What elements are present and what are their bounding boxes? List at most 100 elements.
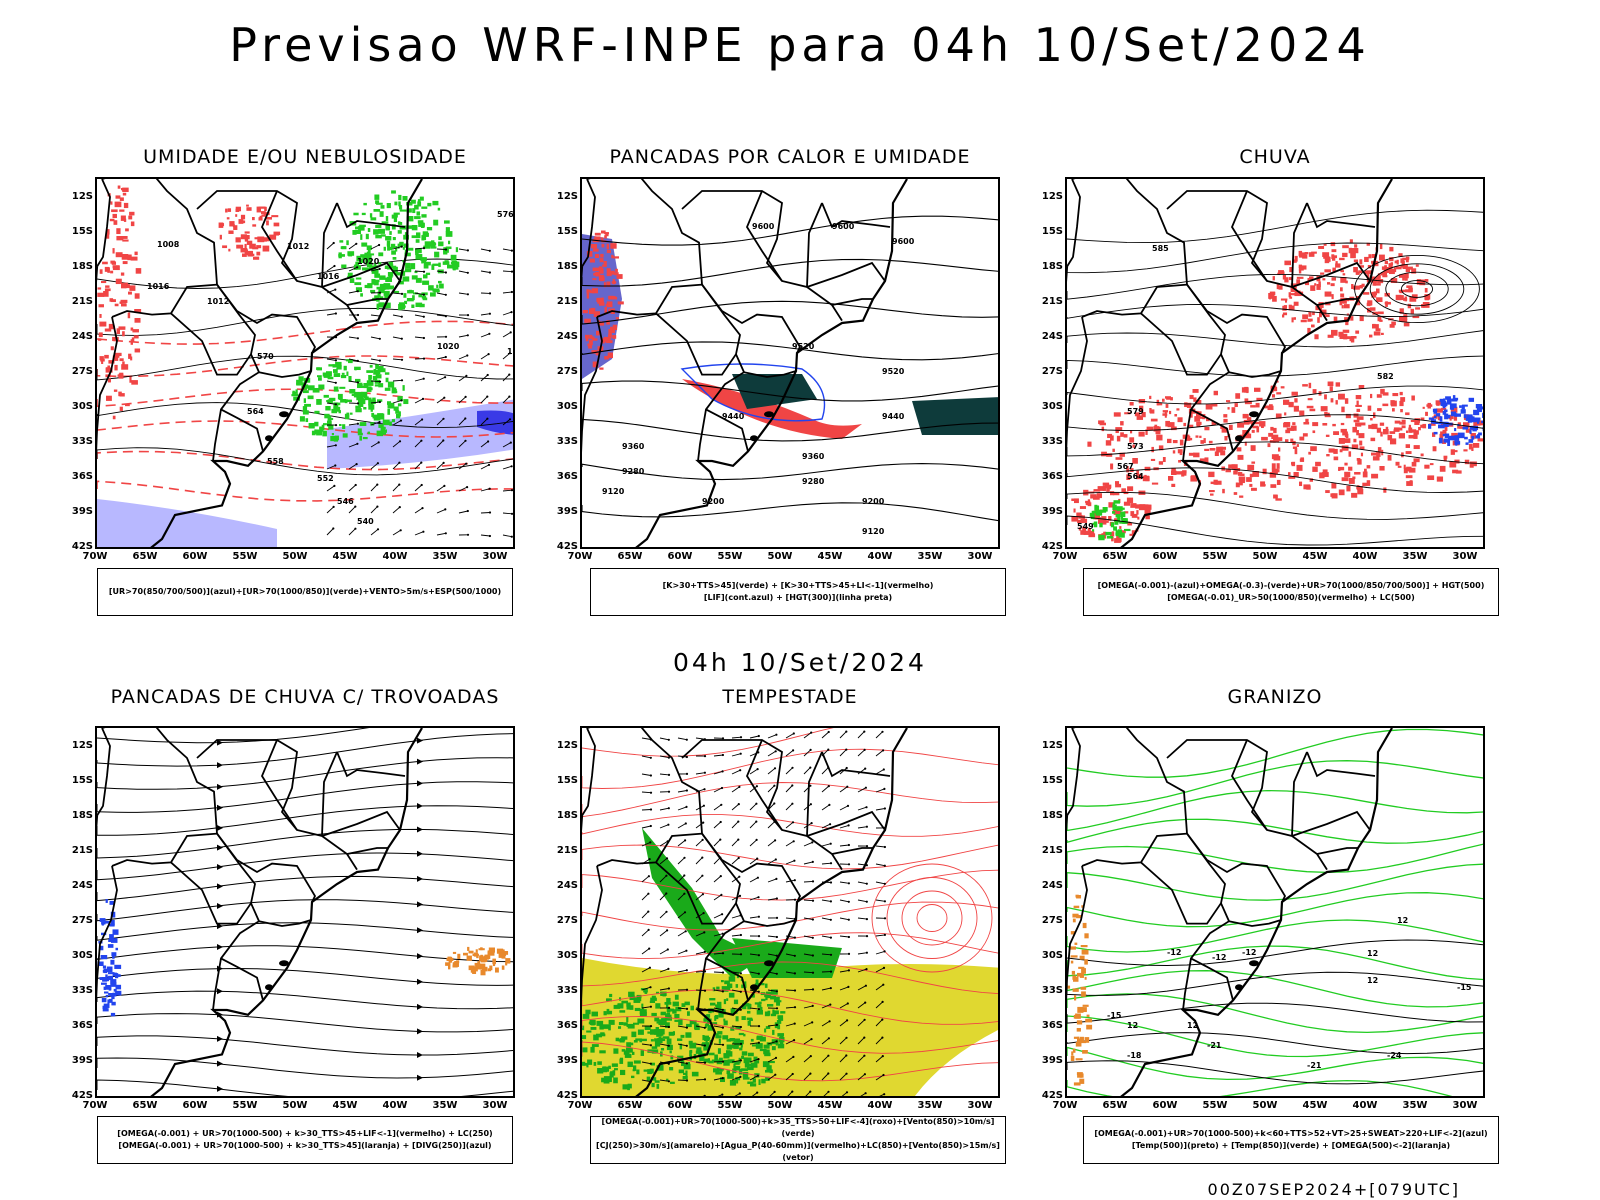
border — [806, 810, 886, 837]
rain-red — [1101, 451, 1107, 457]
moisture-red — [127, 254, 132, 261]
moisture-red — [102, 261, 108, 265]
wind-vector — [809, 1090, 812, 1093]
wind-vector — [757, 1041, 760, 1044]
instability-red — [607, 354, 613, 358]
moisture-850 — [402, 385, 405, 391]
lagoa — [764, 960, 774, 967]
rain-red — [1335, 261, 1338, 265]
wind-green — [735, 1016, 739, 1022]
wind-vector — [791, 802, 794, 805]
panel-title-pancadas-trovoadas: PANCADAS DE CHUVA C/ TROVOADAS — [110, 686, 500, 708]
wind-vector — [677, 875, 685, 883]
rain-red — [1440, 431, 1444, 437]
legend-line: [K>30+TTS>45](verde) + [K>30+TTS>45+LI<-… — [662, 581, 934, 590]
rain-red — [1262, 468, 1267, 475]
wind-vector — [334, 464, 337, 467]
instability-orange — [501, 965, 505, 970]
wind-vector — [702, 804, 705, 807]
rain-red — [1413, 458, 1420, 463]
rain-red — [1327, 381, 1334, 387]
wind-vector — [863, 748, 866, 751]
rain-green — [1117, 517, 1121, 523]
wind-vector — [767, 989, 777, 992]
wind-green — [705, 1039, 708, 1045]
rain-red — [1409, 296, 1417, 302]
rain-red — [1244, 441, 1247, 446]
wind-vector — [677, 790, 687, 793]
wind-vector — [883, 787, 886, 790]
wind-vector — [480, 353, 489, 360]
moisture-850 — [402, 247, 405, 250]
moisture-850 — [420, 257, 427, 261]
rain-red — [1074, 498, 1079, 504]
rain-red — [1333, 448, 1338, 454]
wind-green — [601, 1077, 605, 1083]
wind-green — [650, 997, 657, 1001]
border — [1072, 728, 1188, 834]
wind-green — [666, 1008, 671, 1013]
rain-red — [1250, 445, 1256, 451]
moisture-red — [118, 326, 126, 330]
wind-vector — [720, 786, 724, 790]
rain-red — [1372, 323, 1376, 327]
instability-orange — [498, 952, 504, 958]
wind-green — [717, 1001, 722, 1008]
rain-red — [1172, 440, 1178, 444]
moisture-red — [99, 356, 104, 361]
moisture-red — [110, 201, 113, 205]
wind-vector — [756, 768, 759, 771]
divergence-blue — [107, 999, 110, 1005]
rain-red — [1399, 400, 1404, 407]
rain-red — [1239, 480, 1243, 486]
wind-vector — [749, 896, 759, 901]
instability-red — [589, 334, 593, 339]
instability-red — [587, 343, 593, 347]
wind-vector — [421, 418, 424, 421]
lat-label: 36S — [71, 471, 93, 482]
wind-vector — [376, 462, 379, 465]
divergence-blue — [106, 966, 113, 973]
rain-red — [1121, 488, 1126, 493]
rain-red — [1245, 433, 1252, 439]
wind-vector — [721, 1008, 724, 1011]
wind-green — [709, 998, 716, 1001]
divergence-blue — [100, 955, 108, 960]
wind-green — [681, 1060, 685, 1067]
rain-red — [1299, 436, 1305, 441]
rain-red — [1314, 334, 1319, 340]
lat-label: 21S — [1041, 845, 1063, 856]
wind-vector — [845, 766, 848, 770]
divergence-blue — [101, 932, 107, 936]
wind-vector — [392, 358, 403, 361]
moisture-850 — [363, 383, 369, 389]
wind-vector — [865, 825, 868, 828]
moisture-red — [116, 328, 120, 335]
lon-label: 55W — [717, 551, 743, 562]
wind-green — [707, 1058, 711, 1063]
moisture-850 — [391, 387, 397, 394]
moisture-red — [258, 206, 266, 209]
moisture-red — [130, 221, 135, 227]
wind-vector — [875, 1074, 884, 1081]
moisture-850 — [363, 202, 367, 206]
temp500-contour — [1067, 939, 1483, 967]
wind-vector — [713, 933, 723, 937]
wind-vector — [649, 774, 652, 777]
wind-vector — [829, 970, 833, 973]
wind-vector — [875, 750, 884, 757]
moisture-850 — [377, 291, 381, 297]
lon-label: 45W — [817, 1100, 843, 1111]
wind-green — [718, 1038, 721, 1044]
rain-red — [1302, 433, 1308, 437]
rain-red — [1376, 394, 1382, 398]
lat-label: 21S — [556, 296, 578, 307]
wind-green — [666, 1078, 669, 1082]
instability-red — [603, 336, 611, 342]
rain-red — [1106, 485, 1110, 492]
moisture-red — [116, 354, 120, 358]
rain-red — [1432, 446, 1437, 452]
legend-line: [OMEGA(-0.001)+UR>70(1000-500)+k<60+TTS>… — [1094, 1129, 1488, 1138]
moisture-850 — [374, 273, 381, 278]
moisture-red — [219, 223, 225, 227]
